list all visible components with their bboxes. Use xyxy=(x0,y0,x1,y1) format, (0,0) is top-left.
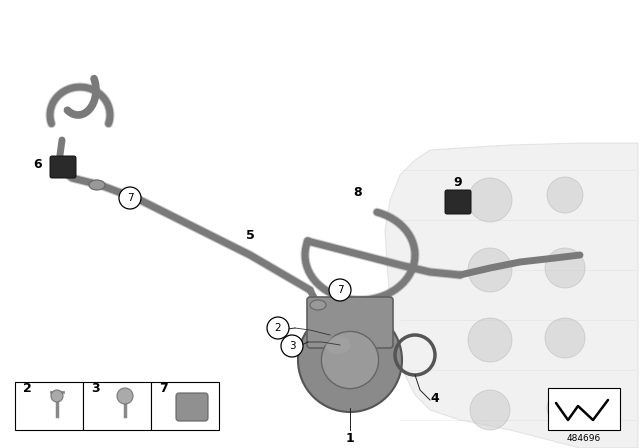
Circle shape xyxy=(545,248,585,288)
FancyBboxPatch shape xyxy=(307,297,393,348)
Circle shape xyxy=(547,390,583,426)
Circle shape xyxy=(298,308,402,412)
Circle shape xyxy=(117,388,133,404)
Circle shape xyxy=(545,318,585,358)
FancyBboxPatch shape xyxy=(176,393,208,421)
Text: 7: 7 xyxy=(159,382,168,395)
Circle shape xyxy=(468,318,512,362)
Text: 7: 7 xyxy=(337,285,343,295)
Text: 4: 4 xyxy=(431,392,440,405)
Text: 3: 3 xyxy=(91,382,100,395)
Text: 484696: 484696 xyxy=(567,434,601,443)
Text: 9: 9 xyxy=(454,176,462,189)
Circle shape xyxy=(468,178,512,222)
Circle shape xyxy=(119,187,141,209)
Text: 1: 1 xyxy=(346,431,355,444)
Circle shape xyxy=(321,332,379,388)
Polygon shape xyxy=(385,143,638,448)
Text: 5: 5 xyxy=(246,228,254,241)
FancyBboxPatch shape xyxy=(50,156,76,178)
Text: 6: 6 xyxy=(34,158,42,171)
Text: 7: 7 xyxy=(127,193,133,203)
Text: 2: 2 xyxy=(275,323,282,333)
Ellipse shape xyxy=(89,180,105,190)
Circle shape xyxy=(51,390,63,402)
Text: 2: 2 xyxy=(23,382,32,395)
Text: 8: 8 xyxy=(354,185,362,198)
FancyBboxPatch shape xyxy=(151,382,219,430)
Ellipse shape xyxy=(326,336,351,354)
Circle shape xyxy=(267,317,289,339)
Circle shape xyxy=(281,335,303,357)
FancyBboxPatch shape xyxy=(15,382,83,430)
Circle shape xyxy=(547,177,583,213)
Circle shape xyxy=(329,279,351,301)
FancyBboxPatch shape xyxy=(445,190,471,214)
Circle shape xyxy=(470,390,510,430)
Ellipse shape xyxy=(310,300,326,310)
Circle shape xyxy=(468,248,512,292)
FancyBboxPatch shape xyxy=(548,388,620,430)
Text: 3: 3 xyxy=(289,341,295,351)
FancyBboxPatch shape xyxy=(83,382,151,430)
